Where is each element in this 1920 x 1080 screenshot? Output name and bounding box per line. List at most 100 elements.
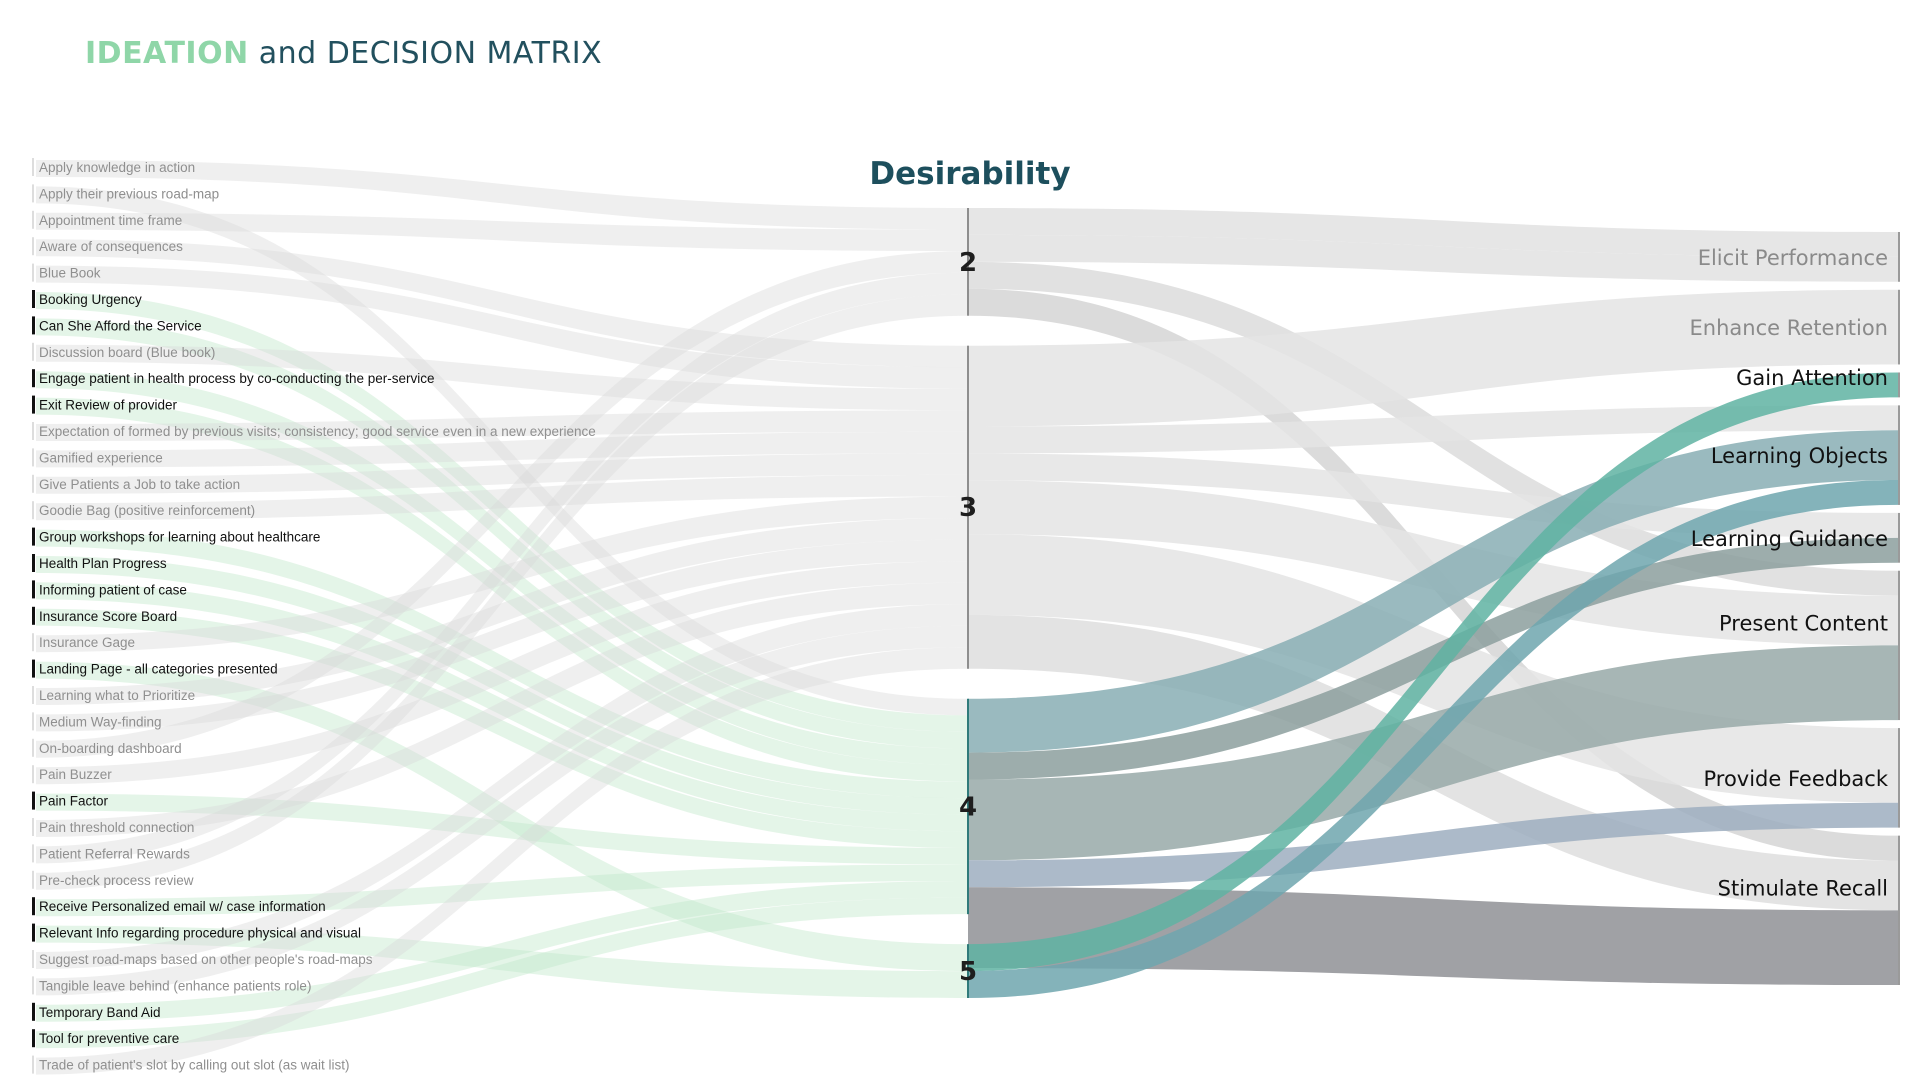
source-gamified-experience-marker <box>32 448 34 467</box>
link-relevant-info-regarding-procedure-physical-and-visual-to-score-5 <box>36 925 968 998</box>
source-pain-factor-label: Pain Factor <box>39 794 109 809</box>
link-tool-for-preventive-care-to-score-4 <box>36 897 968 1049</box>
source-discussion-board-blue-book-marker <box>32 342 34 361</box>
source-informing-patient-of-case-marker <box>32 580 35 599</box>
page-title: IDEATION and DECISION MATRIX <box>85 36 602 71</box>
link-score-2-to-elicit-performance <box>968 234 1898 282</box>
source-pain-factor-marker <box>32 791 35 810</box>
nodes <box>32 158 1900 1074</box>
link-give-patients-a-job-to-take-action-to-score-3 <box>36 453 968 494</box>
source-aware-of-consequences-marker <box>32 237 34 256</box>
source-discussion-board-blue-book-label: Discussion board (Blue book) <box>39 345 215 360</box>
source-apply-their-previous-road-map-label: Apply their previous road-map <box>39 186 219 201</box>
link-exit-review-of-provider-to-score-4 <box>36 397 968 782</box>
link-booking-urgency-to-score-4 <box>36 292 968 732</box>
source-engage-patient-in-health-process-by-co-conducting-the-per-service-marker <box>32 369 35 388</box>
target-present-content-bar <box>1898 570 1900 721</box>
link-expectation-of-formed-by-previous-visits-consistency-good-service-even-in-a-new-experience-to-score-3 <box>36 410 968 441</box>
link-trade-of-patient-s-slot-by-calling-out-slot-as-wait-list-to-score-3 <box>36 647 968 1075</box>
link-learning-what-to-prioritize-to-score-3 <box>36 518 968 705</box>
source-pain-threshold-connection-marker <box>32 818 34 836</box>
source-relevant-info-regarding-procedure-physical-and-visual-label: Relevant Info regarding procedure physic… <box>39 926 361 941</box>
source-on-boarding-dashboard-label: On-boarding dashboard <box>39 741 182 756</box>
source-group-workshops-for-learning-about-healthcare-label: Group workshops for learning about healt… <box>39 530 320 545</box>
source-apply-knowledge-in-action-marker <box>32 158 34 176</box>
link-informing-patient-of-case-to-score-4 <box>36 582 968 832</box>
link-gamified-experience-to-score-3 <box>36 431 968 468</box>
link-score-2-to-elicit-performance <box>968 208 1898 257</box>
target-provide-feedback-bar <box>1898 728 1900 828</box>
score-node-5-label: 5 <box>959 957 977 987</box>
source-receive-personalized-email-w-case-information-label: Receive Personalized email w/ case infor… <box>39 899 326 914</box>
link-score-3-to-present-content <box>968 480 1898 646</box>
link-landing-page-all-categories-presented-to-score-5 <box>36 661 968 972</box>
source-on-boarding-dashboard-marker <box>32 738 34 757</box>
source-receive-personalized-email-w-case-information-marker <box>32 897 35 916</box>
link-group-workshops-for-learning-about-healthcare-to-score-4 <box>36 529 968 799</box>
target-elicit-performance-label: Elicit Performance <box>1698 246 1888 270</box>
source-blue-book-marker <box>32 263 34 282</box>
target-present-content-label: Present Content <box>1719 612 1888 636</box>
score-node-2-label: 2 <box>959 248 977 278</box>
source-tangible-leave-behind-enhance-patients-role-marker <box>32 976 34 995</box>
desirability-heading: Desirability <box>869 156 1071 192</box>
source-exit-review-of-provider-label: Exit Review of provider <box>39 398 178 413</box>
source-pre-check-process-review-marker <box>32 870 34 889</box>
link-pre-check-process-review-to-score-2 <box>36 294 968 890</box>
source-can-she-afford-the-service-marker <box>32 316 35 335</box>
link-temporary-band-aid-to-score-4 <box>36 881 968 1022</box>
source-give-patients-a-job-to-take-action-marker <box>32 474 34 493</box>
link-appointment-time-frame-to-score-2 <box>36 212 968 252</box>
source-apply-their-previous-road-map-marker <box>32 184 34 203</box>
link-engage-patient-in-health-process-by-co-conducting-the-per-service-to-score-4 <box>36 371 968 766</box>
source-temporary-band-aid-marker <box>32 1002 35 1021</box>
source-pain-buzzer-marker <box>32 765 34 784</box>
source-engage-patient-in-health-process-by-co-conducting-the-per-service-label: Engage patient in health process by co-c… <box>39 371 435 386</box>
link-score-3-to-learning-guidance <box>968 453 1898 538</box>
link-score-4-to-present-content <box>968 645 1898 861</box>
source-insurance-gage-label: Insurance Gage <box>39 635 135 650</box>
source-learning-what-to-prioritize-label: Learning what to Prioritize <box>39 688 195 703</box>
target-gain-attention-label: Gain Attention <box>1736 366 1888 390</box>
score-node-3-label: 3 <box>959 493 977 523</box>
link-goodie-bag-positive-reinforcement-to-score-3 <box>36 474 968 521</box>
link-apply-their-previous-road-map-to-score-4 <box>36 186 968 716</box>
source-landing-page-all-categories-presented-label: Landing Page - all categories presented <box>39 662 278 677</box>
source-insurance-score-board-marker <box>32 606 35 625</box>
score-node-2-bar <box>967 208 969 316</box>
source-goodie-bag-positive-reinforcement-marker <box>32 501 34 520</box>
source-insurance-score-board-label: Insurance Score Board <box>39 609 177 624</box>
source-booking-urgency-label: Booking Urgency <box>39 292 142 307</box>
source-health-plan-progress-label: Health Plan Progress <box>39 556 167 571</box>
source-landing-page-all-categories-presented-marker <box>32 659 35 678</box>
source-give-patients-a-job-to-take-action-label: Give Patients a Job to take action <box>39 477 240 492</box>
target-gain-attention-bar <box>1898 372 1900 398</box>
target-stimulate-recall-bar <box>1898 835 1900 985</box>
link-score-4-to-learning-objects <box>968 430 1898 753</box>
source-relevant-info-regarding-procedure-physical-and-visual-marker <box>32 923 35 942</box>
source-health-plan-progress-marker <box>32 554 35 572</box>
source-medium-way-finding-marker <box>32 712 34 731</box>
link-pain-buzzer-to-score-3 <box>36 561 968 785</box>
score-node-5-bar <box>967 944 969 998</box>
source-gamified-experience-label: Gamified experience <box>39 450 163 465</box>
source-expectation-of-formed-by-previous-visits-consistency-good-service-even-in-a-new-experience-label: Expectation of formed by previous visits… <box>39 424 596 439</box>
source-informing-patient-of-case-label: Informing patient of case <box>39 582 187 597</box>
target-learning-objects-label: Learning Objects <box>1711 444 1888 468</box>
source-can-she-afford-the-service-label: Can She Afford the Service <box>39 318 202 333</box>
target-elicit-performance-bar <box>1898 232 1900 282</box>
source-apply-knowledge-in-action-label: Apply knowledge in action <box>39 160 195 175</box>
source-aware-of-consequences-label: Aware of consequences <box>39 239 183 254</box>
source-tool-for-preventive-care-label: Tool for preventive care <box>39 1031 179 1046</box>
link-apply-knowledge-in-action-to-score-2 <box>36 160 968 230</box>
score-node-4-bar <box>967 698 969 915</box>
source-trade-of-patient-s-slot-by-calling-out-slot-as-wait-list-marker <box>32 1055 34 1074</box>
link-score-5-to-gain-attention <box>968 372 1898 972</box>
source-pre-check-process-review-label: Pre-check process review <box>39 873 194 888</box>
source-insurance-gage-marker <box>32 633 34 652</box>
page-title-accent: IDEATION <box>85 36 249 71</box>
source-learning-what-to-prioritize-marker <box>32 686 34 704</box>
link-medium-way-finding-to-score-3 <box>36 539 968 732</box>
source-goodie-bag-positive-reinforcement-label: Goodie Bag (positive reinforcement) <box>39 503 255 518</box>
